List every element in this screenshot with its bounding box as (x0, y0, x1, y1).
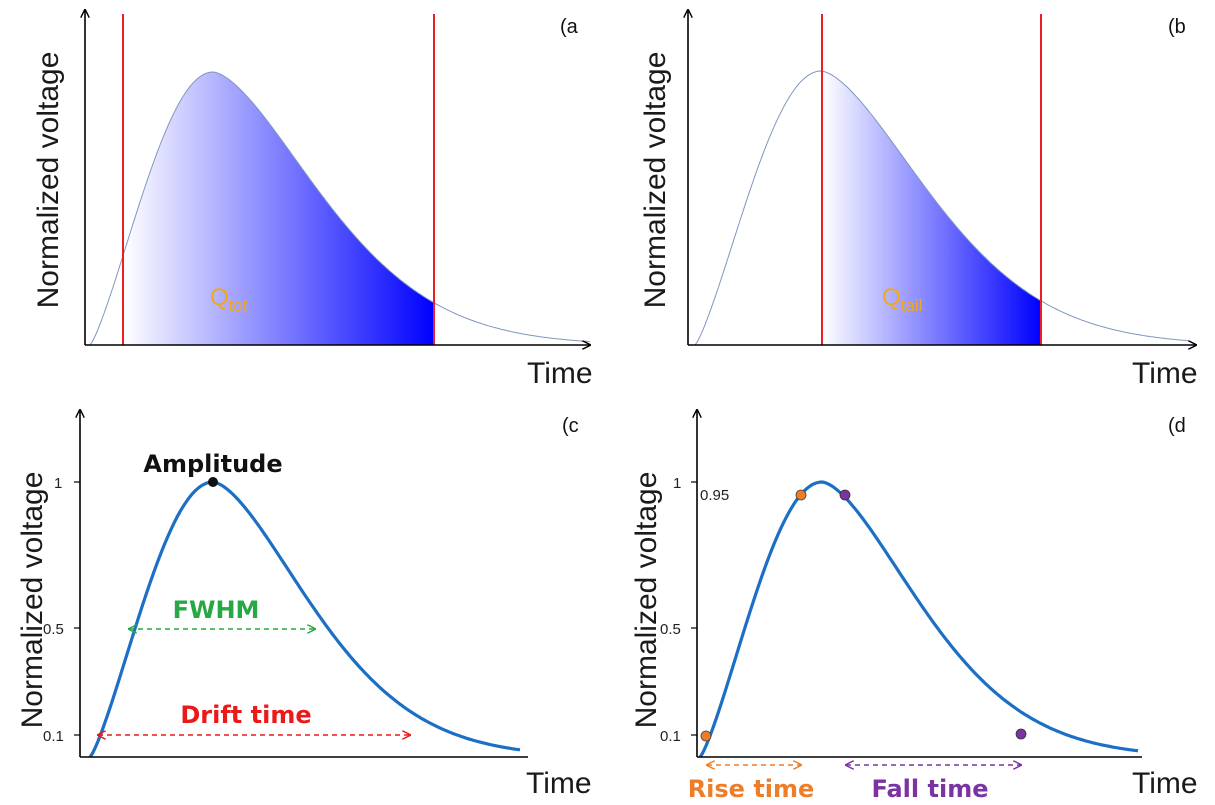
panel-a-y-axis-label: Normalized voltage (32, 52, 65, 309)
fwhm-label: FWHM (173, 596, 260, 624)
panel-b: (b Time Normalized voltage Qtail (639, 10, 1198, 390)
panel-c-pulse-curve (88, 480, 521, 758)
panel-a-charge-area (123, 72, 434, 345)
panel-c: 1 0.5 0.1 (c Time Normalized voltage Amp… (16, 410, 592, 800)
panel-b-charge-label: Qtail (882, 284, 922, 315)
fall-time-label: Fall time (872, 775, 989, 803)
panel-d-label: (d (1168, 415, 1186, 437)
fall-start-point (839, 489, 851, 501)
amplitude-label: Amplitude (143, 450, 282, 478)
panel-d-ytick-label: 0.1 (660, 728, 681, 745)
panel-d-ytick-label: 0.95 (700, 487, 729, 504)
panel-c-label: (c (562, 415, 579, 437)
rise-end-point (795, 489, 807, 501)
panel-a-label: (a (560, 16, 579, 38)
panel-a: (a Time Normalized voltage Qtot (32, 10, 593, 390)
panel-d-pulse-curve (698, 480, 1139, 758)
panel-c-ytick-label: 1 (54, 475, 62, 492)
panel-b-charge-area (822, 71, 1041, 345)
panel-d-ytick-label: 0.5 (660, 621, 681, 638)
panel-b-y-axis-label: Normalized voltage (639, 52, 672, 309)
panel-b-pulse-curve (694, 70, 1190, 346)
panel-b-x-axis-label: Time (1132, 357, 1198, 390)
panel-d: 1 0.95 0.5 0.1 (d Time Normalized voltag… (630, 410, 1198, 803)
panel-c-y-axis-label: Normalized voltage (16, 472, 49, 729)
panel-a-x-axis-label: Time (527, 357, 593, 390)
panel-a-charge-label: Qtot (210, 284, 248, 315)
rise-start-point (700, 730, 712, 742)
panel-c-x-axis-label: Time (526, 767, 592, 800)
fall-end-point (1015, 728, 1027, 740)
rise-time-label: Rise time (688, 775, 815, 803)
panel-c-ytick-label: 0.1 (43, 728, 64, 745)
panel-d-ytick-label: 1 (673, 475, 681, 492)
amplitude-point (208, 477, 218, 487)
panel-b-label: (b (1168, 16, 1186, 38)
panel-d-y-axis-label: Normalized voltage (630, 472, 663, 729)
panel-c-ytick-label: 0.5 (43, 621, 64, 638)
panel-a-pulse-curve (89, 71, 591, 346)
panel-d-x-axis-label: Time (1132, 767, 1198, 800)
drift-time-label: Drift time (180, 701, 311, 729)
